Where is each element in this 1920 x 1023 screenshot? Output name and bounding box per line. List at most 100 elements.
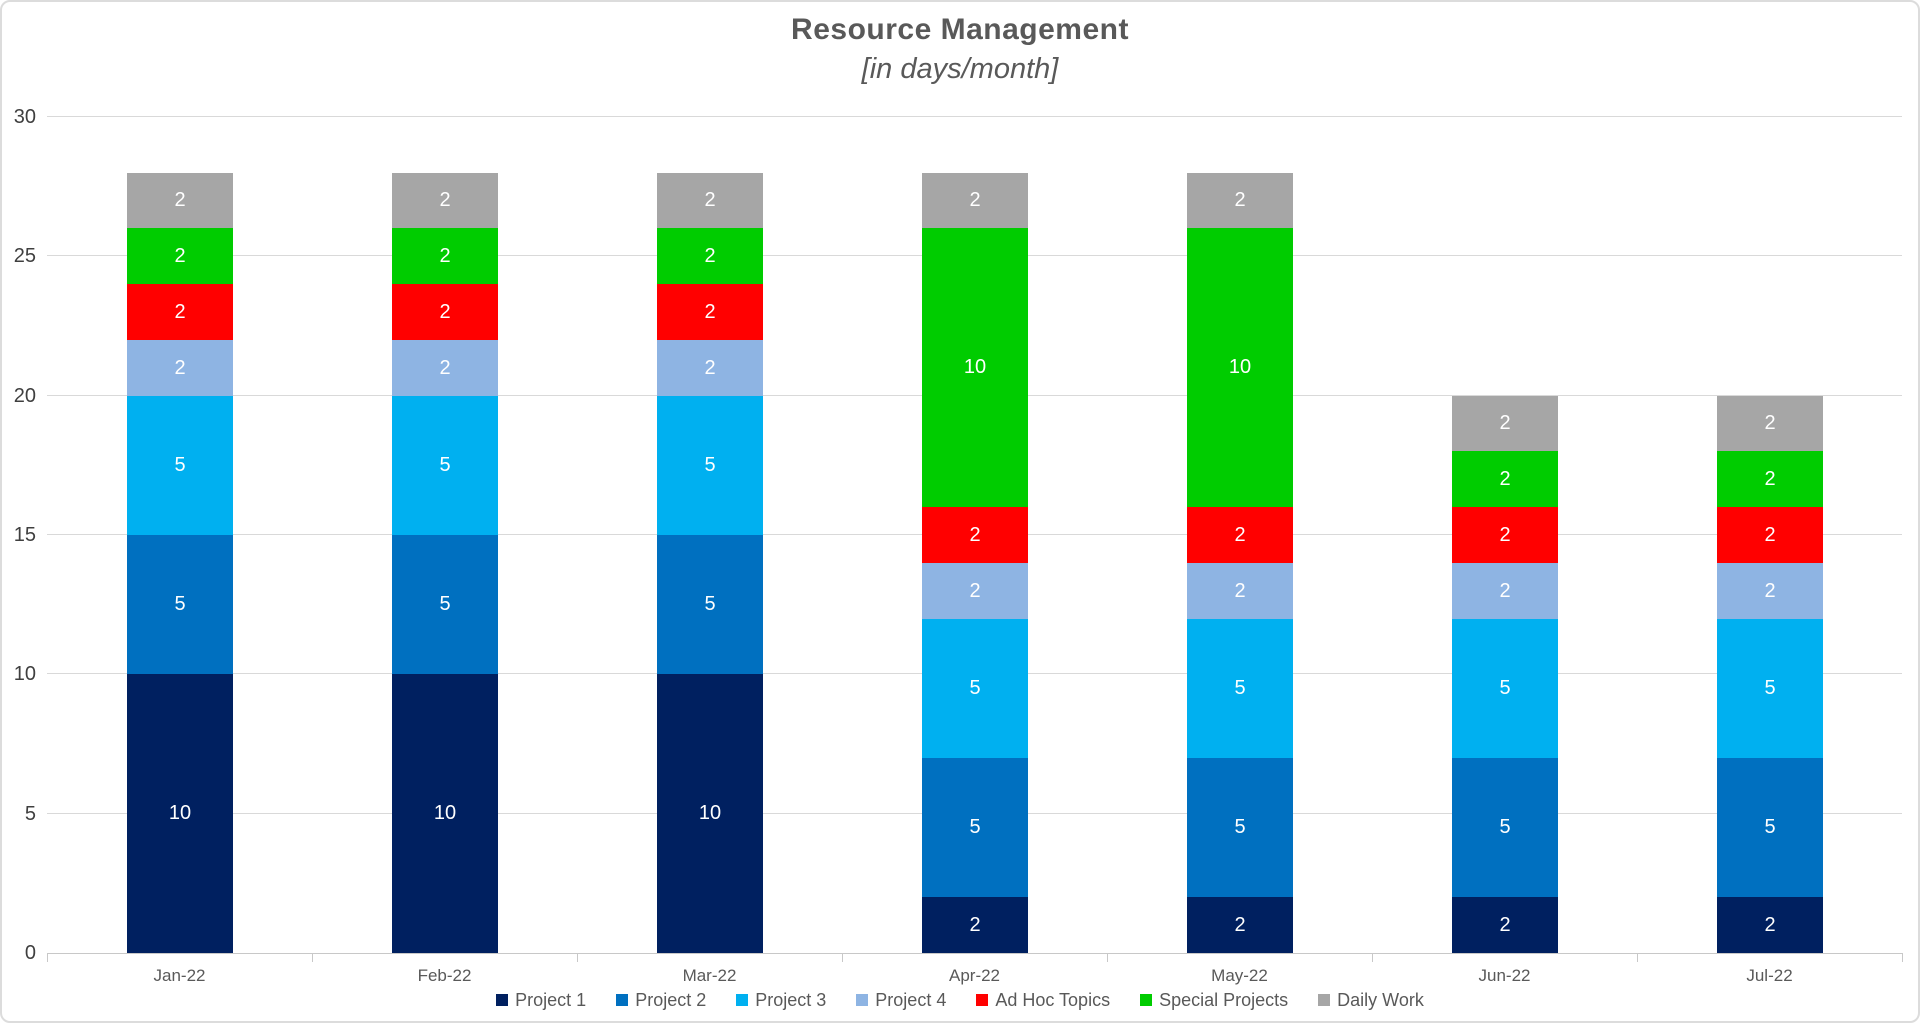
bar-segment[interactable]: 5	[922, 619, 1028, 758]
legend-item-ad-hoc-topics[interactable]: Ad Hoc Topics	[976, 988, 1110, 1012]
legend-label: Project 3	[755, 990, 827, 1010]
bar-segment[interactable]: 10	[127, 674, 233, 953]
x-axis-tick	[577, 953, 578, 962]
legend-item-project-3[interactable]: Project 3	[736, 988, 826, 1012]
bar-value-label: 2	[969, 189, 981, 211]
bar-segment[interactable]: 5	[1187, 758, 1293, 897]
bar-value-label: 2	[969, 523, 981, 546]
legend-label: Special Projects	[1159, 990, 1289, 1010]
bar-segment[interactable]: 10	[1187, 228, 1293, 507]
bar-segment[interactable]: 5	[127, 396, 233, 535]
bar-segment[interactable]: 2	[1452, 507, 1558, 563]
bar-segment[interactable]: 2	[127, 340, 233, 396]
x-axis-tick	[1902, 953, 1903, 962]
bar-segment[interactable]: 2	[1452, 451, 1558, 507]
bar-segment[interactable]: 2	[392, 173, 498, 228]
bar-segment[interactable]: 5	[392, 535, 498, 674]
bar-segment[interactable]: 2	[657, 228, 763, 284]
bar-segment[interactable]: 2	[922, 563, 1028, 619]
bar-segment[interactable]: 2	[657, 340, 763, 396]
x-axis-label: Jan-22	[153, 966, 206, 985]
x-axis-label: Feb-22	[417, 966, 472, 985]
bar-segment[interactable]: 2	[657, 284, 763, 340]
bar-segment[interactable]: 2	[1187, 897, 1293, 953]
gridline	[47, 116, 1902, 117]
bar-segment[interactable]: 2	[922, 507, 1028, 563]
bar-segment[interactable]: 2	[1717, 897, 1823, 953]
bar-value-label: 2	[1234, 189, 1246, 211]
bar-segment[interactable]: 2	[127, 284, 233, 340]
bar-segment[interactable]: 2	[657, 173, 763, 228]
bar-value-label: 5	[439, 593, 451, 615]
bar-segment[interactable]: 2	[922, 173, 1028, 228]
bar-segment[interactable]: 5	[1187, 619, 1293, 758]
bar-value-label: 2	[1499, 579, 1511, 602]
bar-segment[interactable]: 2	[922, 897, 1028, 953]
bar-value-label: 2	[704, 189, 716, 211]
bar-stack: 2 5 5 2 2 2 2	[1717, 117, 1823, 953]
bar-segment[interactable]: 5	[1717, 619, 1823, 758]
x-axis-label: Apr-22	[948, 966, 1001, 985]
bar-value-label: 10	[698, 802, 722, 824]
legend-label: Project 4	[875, 990, 947, 1010]
bar-segment[interactable]: 10	[922, 228, 1028, 507]
bar-segment[interactable]: 2	[127, 173, 233, 228]
legend: Project 1 Project 2 Project 3 Project 4 Ad H…	[2, 988, 1918, 1012]
bar-value-label: 2	[1764, 913, 1776, 936]
x-axis-tick	[842, 953, 843, 962]
bar-segment[interactable]: 2	[1187, 563, 1293, 619]
bar-value-label: 2	[1764, 412, 1776, 434]
y-axis-tick-label: 0	[24, 942, 36, 964]
legend-item-project-1[interactable]: Project 1	[496, 988, 586, 1012]
bar-segment[interactable]: 5	[1452, 758, 1558, 897]
bar-segment[interactable]: 2	[1187, 507, 1293, 563]
legend-item-daily-work[interactable]: Daily Work	[1318, 988, 1424, 1012]
bar-segment[interactable]: 2	[127, 228, 233, 284]
bar-segment[interactable]: 2	[392, 340, 498, 396]
bar-value-label: 10	[1228, 356, 1252, 378]
bar-segment[interactable]: 5	[1717, 758, 1823, 897]
legend-swatch	[856, 994, 869, 1006]
bar-segment[interactable]: 2	[1452, 396, 1558, 451]
bar-segment[interactable]: 5	[657, 535, 763, 674]
bar-value-label: 10	[433, 802, 457, 824]
bar-segment[interactable]: 2	[1717, 396, 1823, 451]
bar-value-label: 5	[969, 677, 981, 699]
bar-stack: 10 5 5 2 2 2 2	[392, 117, 498, 953]
x-axis-label: May-22	[1211, 966, 1268, 985]
bar-value-label: 10	[168, 802, 192, 824]
bar-segment[interactable]: 10	[657, 674, 763, 953]
bar-segment[interactable]: 2	[1452, 897, 1558, 953]
bar-segment[interactable]: 2	[1452, 563, 1558, 619]
bar-value-label: 2	[1764, 523, 1776, 546]
legend-item-project-4[interactable]: Project 4	[856, 988, 946, 1012]
bar-stack: 2 5 5 2 2 10 2	[922, 117, 1028, 953]
bar-segment[interactable]: 5	[127, 535, 233, 674]
bar-segment[interactable]: 5	[922, 758, 1028, 897]
bar-segment[interactable]: 2	[392, 228, 498, 284]
legend-label: Daily Work	[1337, 990, 1424, 1010]
bar-segment[interactable]: 5	[1452, 619, 1558, 758]
legend-item-project-2[interactable]: Project 2	[616, 988, 706, 1012]
bar-segment[interactable]: 2	[1717, 563, 1823, 619]
bar-segment[interactable]: 2	[1717, 451, 1823, 507]
x-axis-label: Mar-22	[682, 966, 737, 985]
x-axis-label: Jun-22	[1478, 966, 1531, 985]
bar-value-label: 2	[1499, 913, 1511, 936]
bar-value-label: 2	[439, 244, 451, 267]
legend-swatch	[616, 994, 629, 1006]
y-axis-tick-label: 25	[13, 245, 36, 268]
x-axis-line	[47, 953, 1902, 954]
bar-segment[interactable]: 2	[1187, 173, 1293, 228]
legend-item-special-projects[interactable]: Special Projects	[1140, 988, 1288, 1012]
bar-value-label: 2	[704, 244, 716, 267]
bar-segment[interactable]: 5	[392, 396, 498, 535]
bar-segment[interactable]: 10	[392, 674, 498, 953]
bar-segment[interactable]: 2	[392, 284, 498, 340]
bar-segment[interactable]: 5	[657, 396, 763, 535]
bar-segment[interactable]: 2	[1717, 507, 1823, 563]
bar-value-label: 5	[439, 454, 451, 476]
legend-swatch	[976, 994, 989, 1006]
x-axis-tick	[47, 953, 48, 962]
